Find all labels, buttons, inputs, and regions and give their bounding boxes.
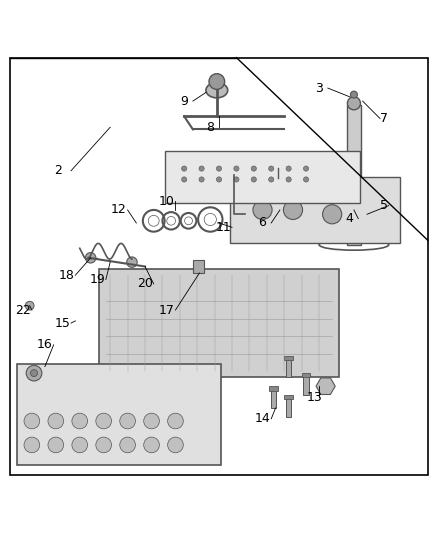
Text: 13: 13 [307, 391, 323, 403]
Ellipse shape [206, 83, 228, 98]
Text: 5: 5 [380, 199, 389, 212]
Circle shape [24, 413, 40, 429]
FancyBboxPatch shape [99, 269, 339, 377]
Circle shape [304, 166, 309, 171]
Circle shape [168, 437, 184, 453]
Bar [304, 375, 309, 395]
FancyBboxPatch shape [17, 365, 221, 465]
Circle shape [286, 166, 291, 171]
Bar [346, 106, 361, 245]
Bar [271, 389, 276, 408]
Circle shape [234, 177, 239, 182]
Text: 17: 17 [159, 303, 175, 317]
Circle shape [127, 257, 137, 268]
Bar [284, 395, 293, 399]
Circle shape [234, 166, 239, 171]
Circle shape [304, 177, 309, 182]
Circle shape [251, 177, 256, 182]
Text: 19: 19 [89, 273, 105, 286]
Circle shape [26, 365, 42, 381]
Text: 6: 6 [258, 216, 266, 230]
Circle shape [182, 177, 187, 182]
Text: 22: 22 [15, 303, 31, 317]
Circle shape [347, 97, 360, 110]
Circle shape [96, 413, 112, 429]
Text: 8: 8 [206, 121, 214, 134]
Text: 20: 20 [137, 277, 153, 290]
Circle shape [209, 74, 225, 90]
Circle shape [283, 200, 303, 220]
Circle shape [199, 166, 204, 171]
Text: 14: 14 [254, 413, 270, 425]
Bar [286, 397, 291, 417]
Circle shape [216, 166, 222, 171]
Circle shape [25, 301, 34, 310]
Bar [286, 358, 291, 377]
Circle shape [168, 413, 184, 429]
Text: 9: 9 [180, 95, 188, 108]
Circle shape [24, 437, 40, 453]
Bar [193, 260, 204, 273]
Circle shape [72, 413, 88, 429]
Text: 12: 12 [111, 204, 127, 216]
Bar [269, 386, 278, 391]
Circle shape [144, 437, 159, 453]
Text: 16: 16 [37, 338, 53, 351]
FancyBboxPatch shape [165, 151, 360, 204]
Circle shape [350, 91, 357, 98]
Text: 4: 4 [346, 212, 353, 225]
Circle shape [48, 437, 64, 453]
Text: 15: 15 [54, 317, 70, 329]
Circle shape [322, 205, 342, 224]
Circle shape [31, 370, 38, 377]
Circle shape [253, 200, 272, 220]
Circle shape [268, 166, 274, 171]
Text: 11: 11 [215, 221, 231, 234]
Circle shape [199, 177, 204, 182]
Circle shape [144, 413, 159, 429]
Circle shape [216, 177, 222, 182]
Circle shape [72, 437, 88, 453]
Bar [284, 356, 293, 360]
Text: 7: 7 [380, 112, 389, 125]
Circle shape [286, 177, 291, 182]
Circle shape [48, 413, 64, 429]
Circle shape [251, 166, 256, 171]
Text: 18: 18 [59, 269, 74, 282]
Circle shape [268, 177, 274, 182]
Circle shape [182, 166, 187, 171]
FancyBboxPatch shape [230, 177, 399, 243]
Circle shape [120, 413, 135, 429]
Text: 2: 2 [54, 164, 62, 177]
Text: 10: 10 [159, 195, 175, 208]
Polygon shape [316, 378, 335, 394]
Circle shape [272, 168, 283, 178]
Circle shape [85, 253, 96, 263]
Circle shape [96, 437, 112, 453]
Bar [302, 373, 311, 377]
Circle shape [120, 437, 135, 453]
Text: 3: 3 [315, 82, 323, 94]
